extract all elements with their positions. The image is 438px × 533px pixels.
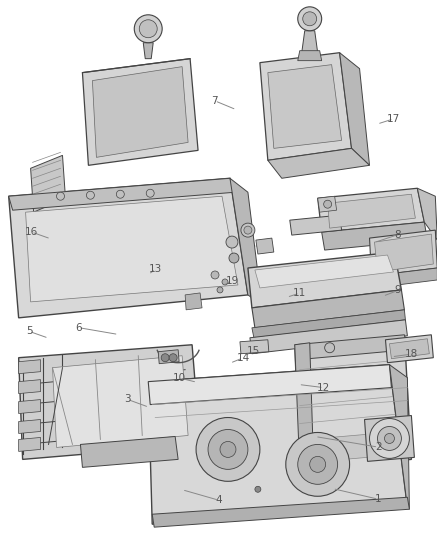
Polygon shape bbox=[260, 53, 352, 160]
Polygon shape bbox=[318, 196, 337, 212]
Text: 12: 12 bbox=[317, 383, 330, 393]
Polygon shape bbox=[308, 432, 401, 462]
Polygon shape bbox=[371, 268, 437, 288]
Polygon shape bbox=[290, 215, 342, 235]
Polygon shape bbox=[318, 188, 424, 232]
Polygon shape bbox=[374, 234, 433, 272]
Polygon shape bbox=[25, 196, 238, 302]
Polygon shape bbox=[53, 356, 188, 447]
Polygon shape bbox=[152, 497, 410, 527]
Polygon shape bbox=[385, 335, 433, 362]
Text: 19: 19 bbox=[226, 276, 239, 286]
Polygon shape bbox=[295, 343, 314, 470]
Polygon shape bbox=[240, 340, 269, 354]
Polygon shape bbox=[256, 238, 274, 254]
Polygon shape bbox=[19, 345, 200, 459]
Polygon shape bbox=[370, 230, 437, 276]
Text: 7: 7 bbox=[211, 96, 218, 106]
Polygon shape bbox=[148, 365, 407, 524]
Circle shape bbox=[208, 430, 248, 470]
Polygon shape bbox=[143, 43, 153, 59]
Circle shape bbox=[244, 226, 252, 234]
Circle shape bbox=[324, 200, 332, 208]
Circle shape bbox=[217, 287, 223, 293]
Circle shape bbox=[161, 354, 169, 362]
Polygon shape bbox=[328, 194, 415, 228]
Polygon shape bbox=[31, 155, 66, 212]
Polygon shape bbox=[417, 188, 437, 240]
Polygon shape bbox=[250, 320, 407, 354]
Circle shape bbox=[222, 279, 228, 285]
Text: 13: 13 bbox=[149, 264, 162, 274]
Circle shape bbox=[146, 189, 154, 197]
Polygon shape bbox=[19, 360, 41, 374]
Polygon shape bbox=[389, 365, 410, 509]
Circle shape bbox=[139, 20, 157, 38]
Text: 2: 2 bbox=[375, 442, 381, 452]
Text: 17: 17 bbox=[387, 114, 400, 124]
Text: 4: 4 bbox=[215, 495, 223, 505]
Polygon shape bbox=[19, 438, 41, 451]
Text: 9: 9 bbox=[395, 285, 401, 295]
Polygon shape bbox=[268, 64, 342, 148]
Polygon shape bbox=[19, 419, 41, 433]
Polygon shape bbox=[92, 67, 188, 157]
Polygon shape bbox=[389, 339, 429, 359]
Text: 15: 15 bbox=[247, 346, 261, 356]
Circle shape bbox=[385, 433, 395, 443]
Polygon shape bbox=[252, 290, 404, 328]
Polygon shape bbox=[255, 255, 393, 288]
Polygon shape bbox=[268, 148, 370, 178]
Circle shape bbox=[57, 192, 64, 200]
Polygon shape bbox=[158, 350, 179, 364]
Polygon shape bbox=[339, 53, 370, 165]
Text: 6: 6 bbox=[75, 322, 82, 333]
Polygon shape bbox=[295, 335, 407, 360]
Polygon shape bbox=[19, 400, 41, 414]
Text: 8: 8 bbox=[395, 230, 401, 240]
Circle shape bbox=[286, 432, 350, 496]
Circle shape bbox=[241, 223, 255, 237]
Circle shape bbox=[325, 343, 335, 353]
Circle shape bbox=[310, 456, 326, 472]
Polygon shape bbox=[81, 437, 178, 467]
Polygon shape bbox=[19, 379, 41, 393]
Polygon shape bbox=[82, 59, 198, 165]
Polygon shape bbox=[230, 178, 262, 305]
Circle shape bbox=[378, 426, 401, 450]
Text: 5: 5 bbox=[26, 326, 32, 336]
Polygon shape bbox=[148, 365, 392, 405]
Polygon shape bbox=[302, 31, 318, 53]
Text: 14: 14 bbox=[237, 353, 250, 363]
Polygon shape bbox=[364, 416, 414, 462]
Circle shape bbox=[86, 191, 95, 199]
Circle shape bbox=[211, 271, 219, 279]
Circle shape bbox=[298, 7, 321, 31]
Circle shape bbox=[229, 253, 239, 263]
Circle shape bbox=[370, 418, 410, 458]
Polygon shape bbox=[321, 222, 427, 250]
Text: 18: 18 bbox=[404, 349, 418, 359]
Polygon shape bbox=[248, 252, 401, 308]
Text: 16: 16 bbox=[25, 227, 38, 237]
Circle shape bbox=[134, 15, 162, 43]
Circle shape bbox=[226, 236, 238, 248]
Polygon shape bbox=[295, 335, 411, 470]
Polygon shape bbox=[298, 51, 321, 61]
Text: 11: 11 bbox=[293, 288, 307, 298]
Text: 10: 10 bbox=[173, 373, 186, 383]
Polygon shape bbox=[9, 178, 248, 318]
Circle shape bbox=[255, 486, 261, 492]
Circle shape bbox=[117, 190, 124, 198]
Text: 1: 1 bbox=[375, 494, 381, 504]
Polygon shape bbox=[252, 310, 406, 338]
Circle shape bbox=[303, 12, 317, 26]
Circle shape bbox=[298, 445, 338, 484]
Text: 3: 3 bbox=[124, 394, 131, 405]
Polygon shape bbox=[9, 178, 235, 210]
Circle shape bbox=[196, 417, 260, 481]
Circle shape bbox=[220, 441, 236, 457]
Circle shape bbox=[169, 354, 177, 362]
Polygon shape bbox=[185, 293, 202, 310]
